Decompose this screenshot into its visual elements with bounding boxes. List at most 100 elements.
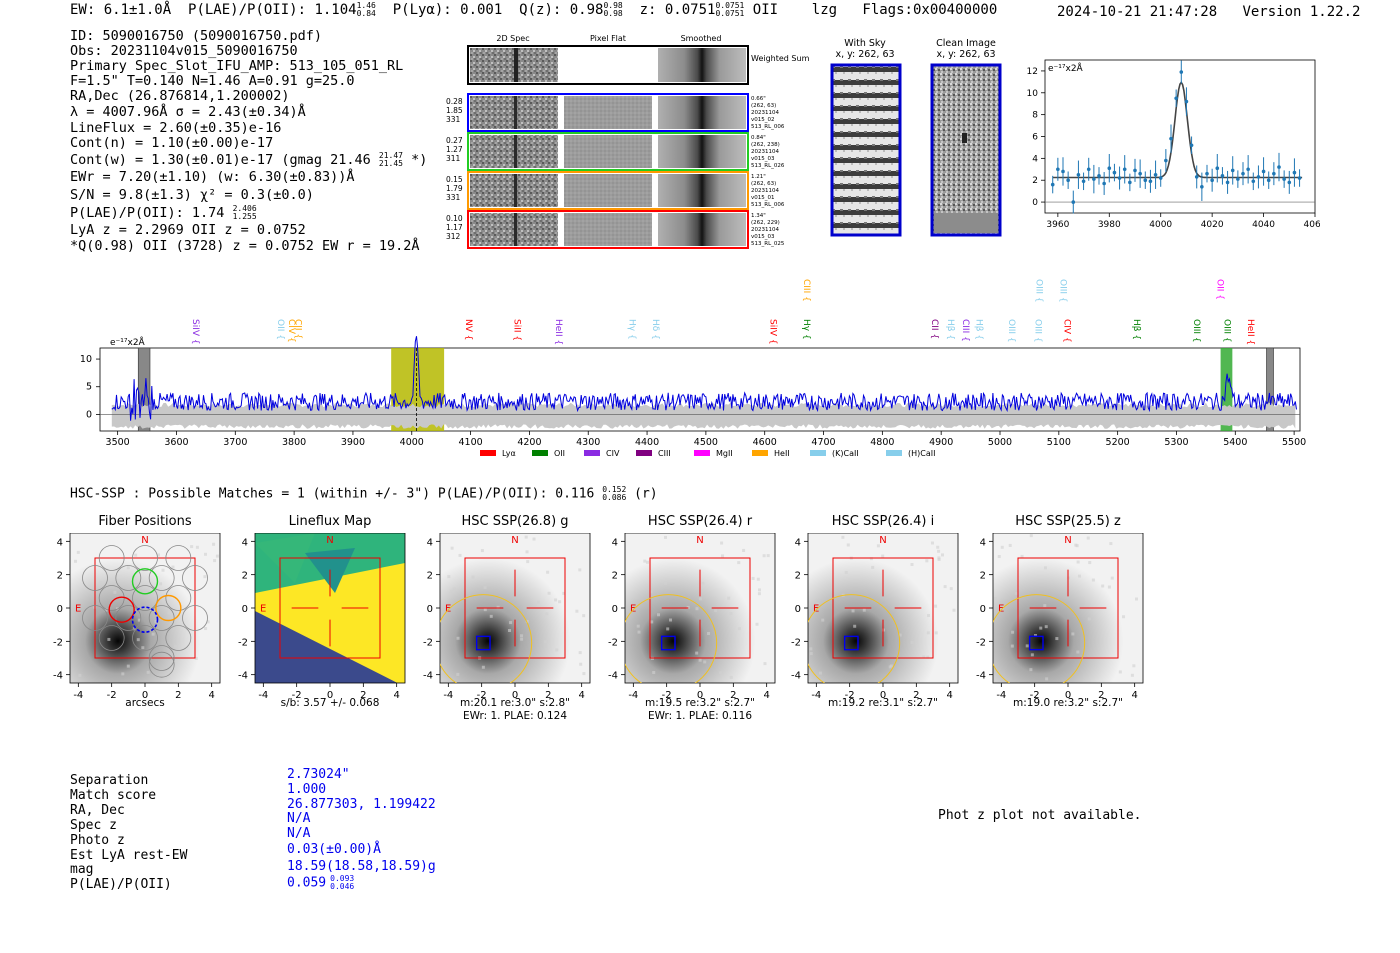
hsc-noise-pixel <box>141 646 145 650</box>
fit-data-point <box>1256 175 1261 179</box>
hsc-noise-pixel <box>666 627 670 631</box>
spec2d-row-right-value: v015_03 <box>751 234 775 240</box>
hsc-panel-image: N E -4 -4 -2 -2 0 0 2 2 4 4 <box>976 533 1144 701</box>
hsc-noise-pixel <box>1010 644 1014 648</box>
hsc-panel-caption: arcsecs <box>125 697 165 709</box>
hsc-noise-pixel <box>213 559 217 563</box>
spec-line-marker-label: OIII { <box>1222 319 1232 343</box>
spec2d-row-left-value: 0.27 <box>446 136 463 145</box>
fiber-circle-green <box>131 568 159 595</box>
fiber-circle <box>132 545 158 571</box>
spec-x-tick-label: 5500 <box>1282 437 1306 448</box>
hsc-noise-pixel <box>1087 617 1091 621</box>
hsc-noise-pixel <box>536 600 540 604</box>
spec-line-marker-label: Hγ { <box>626 319 636 340</box>
fit-y-tick-label: 4 <box>1032 154 1038 164</box>
hsc-y-tick-label: 4 <box>427 537 433 548</box>
hsc-noise-pixel <box>927 614 931 618</box>
fit-data-point <box>1076 172 1081 177</box>
spec-x-tick-label: 5400 <box>1223 437 1247 448</box>
hsc-noise-pixel <box>456 636 460 640</box>
fit-x-tick-label: 4000 <box>1149 220 1172 230</box>
hsc-panel-title: HSC SSP(26.4) i <box>831 514 935 529</box>
hsc-noise-pixel <box>851 609 855 613</box>
fit-data-point <box>1086 167 1091 172</box>
spec-line-marker-label: Hβ { <box>973 319 983 340</box>
hsc-x-tick-label: 0 <box>697 690 703 701</box>
spec-legend-swatch <box>694 450 710 456</box>
header-qz-hi: 0.98 <box>603 1 623 10</box>
spec-line-marker-label: Hβ { <box>1131 319 1141 340</box>
hsc-noise-pixel <box>1088 561 1092 565</box>
spec2d-row-left-value: 312 <box>446 232 461 241</box>
hsc-panel-caption-2: EWr: 1. PLAE: 0.124 <box>462 710 568 722</box>
hsc-noise-pixel <box>98 580 102 584</box>
spec-legend: Lyα OII CIV CIII MgII HeII (K)CaII (H)CaII <box>480 449 935 458</box>
hsc-noise-pixel <box>1033 634 1037 638</box>
hsc-panel-image: N E -4 -4 -2 -2 0 0 2 2 4 4 <box>608 533 776 701</box>
hsc-noise-pixel <box>925 559 929 563</box>
hsc-noise-pixel <box>532 537 536 541</box>
hsc-noise-pixel <box>871 565 875 569</box>
info-id: ID: 5090016750 (5090016750.pdf) <box>70 28 322 44</box>
info-contw-lo: 21.45 <box>378 159 403 168</box>
hsc-noise-pixel <box>174 644 178 648</box>
hsc-noise-pixel <box>701 581 705 585</box>
spec2d-row-right-value: v015_01 <box>751 195 775 201</box>
spec2d-row-right-value: 0.84" <box>751 135 766 141</box>
match-label: P(LAE)/P(OII) <box>70 877 172 892</box>
hsc-noise-pixel <box>1077 574 1081 578</box>
spec-legend-swatch <box>636 450 652 456</box>
hsc-noise-pixel <box>742 548 746 552</box>
fiber-circle <box>82 565 108 591</box>
hsc-noise-pixel <box>496 605 500 609</box>
hsc-x-tick-label: 2 <box>545 690 551 701</box>
fit-x-tick-label: 3980 <box>1098 220 1121 230</box>
spec-line-marker-label: Hδ { <box>650 319 660 340</box>
hsc-noise-pixel <box>910 641 914 645</box>
hsc-summary-lo: 0.086 <box>602 493 627 502</box>
fit-plot-marks <box>1050 60 1303 214</box>
hsc-noise-pixel <box>520 637 524 641</box>
hsc-north-label: N <box>511 535 518 546</box>
hsc-noise-pixel <box>997 555 1001 559</box>
spec2d-row-right-value: 0.66" <box>751 96 766 102</box>
hsc-noise-pixel <box>714 609 718 613</box>
header-datetime: 2024-10-21 21:47:28 <box>1057 4 1218 20</box>
hsc-noise-pixel <box>578 651 582 655</box>
hsc-panel-caption: s/b: 3.57 +/- 0.068 <box>280 697 380 709</box>
hsc-noise-pixel <box>483 586 487 590</box>
fit-data-point <box>1081 179 1086 184</box>
fiber-circle <box>132 585 158 611</box>
fit-data-point <box>1225 180 1230 185</box>
spec-highlight-band <box>1220 348 1233 431</box>
fit-data-point <box>1117 176 1122 180</box>
header-timestamp: 2024-10-21 21:47:28 Version 1.22.2 <box>1057 4 1360 20</box>
fit-data-point <box>1241 171 1245 176</box>
spec-line-marker-label: OII { <box>275 319 285 340</box>
fit-data-point <box>1066 178 1070 183</box>
header-plae-hi: 1.46 <box>356 1 376 10</box>
hsc-noise-pixel <box>910 562 914 566</box>
hsc-north-label: N <box>141 535 148 546</box>
fit-x-tick-label: 4040 <box>1252 220 1275 230</box>
fiber-circle-blue <box>131 606 159 633</box>
hsc-panel-image: N E -4 -4 -2 -2 0 0 2 2 4 4 <box>423 533 591 701</box>
spec2d-row-left-value: 1.85 <box>446 106 463 115</box>
hsc-noise-pixel <box>853 624 857 628</box>
hsc-noise-pixel <box>737 627 741 631</box>
hsc-noise-pixel <box>664 535 668 539</box>
match-plae-lo: 0.046 <box>330 882 355 891</box>
spec-line-marker-label: CIV { <box>1062 319 1072 343</box>
hsc-x-tick-label: 4 <box>578 690 584 701</box>
header-qz-lo: 0.98 <box>603 9 623 18</box>
fit-data-point <box>1251 179 1256 184</box>
hsc-x-tick-label: 0 <box>327 690 333 701</box>
hsc-panel-title: HSC SSP(26.8) g <box>461 514 569 529</box>
fit-x-tick-label: 3960 <box>1046 220 1069 230</box>
fit-data-point <box>1297 176 1302 180</box>
hsc-noise-pixel <box>1045 677 1049 681</box>
spec-y-tick-label: 0 <box>86 409 92 420</box>
hsc-noise-pixel <box>483 608 487 612</box>
hsc-x-tick-label: -2 <box>845 690 855 701</box>
